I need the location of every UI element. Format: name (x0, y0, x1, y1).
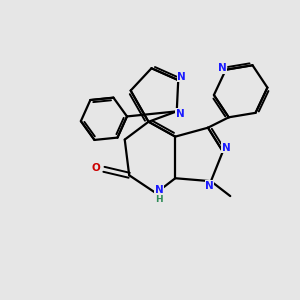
Text: N: N (154, 185, 163, 195)
Text: O: O (91, 163, 100, 173)
Text: H: H (155, 195, 163, 204)
Text: N: N (205, 181, 214, 191)
Text: N: N (218, 63, 226, 73)
Text: N: N (177, 72, 186, 82)
Text: N: N (222, 143, 231, 153)
Text: N: N (176, 109, 185, 119)
